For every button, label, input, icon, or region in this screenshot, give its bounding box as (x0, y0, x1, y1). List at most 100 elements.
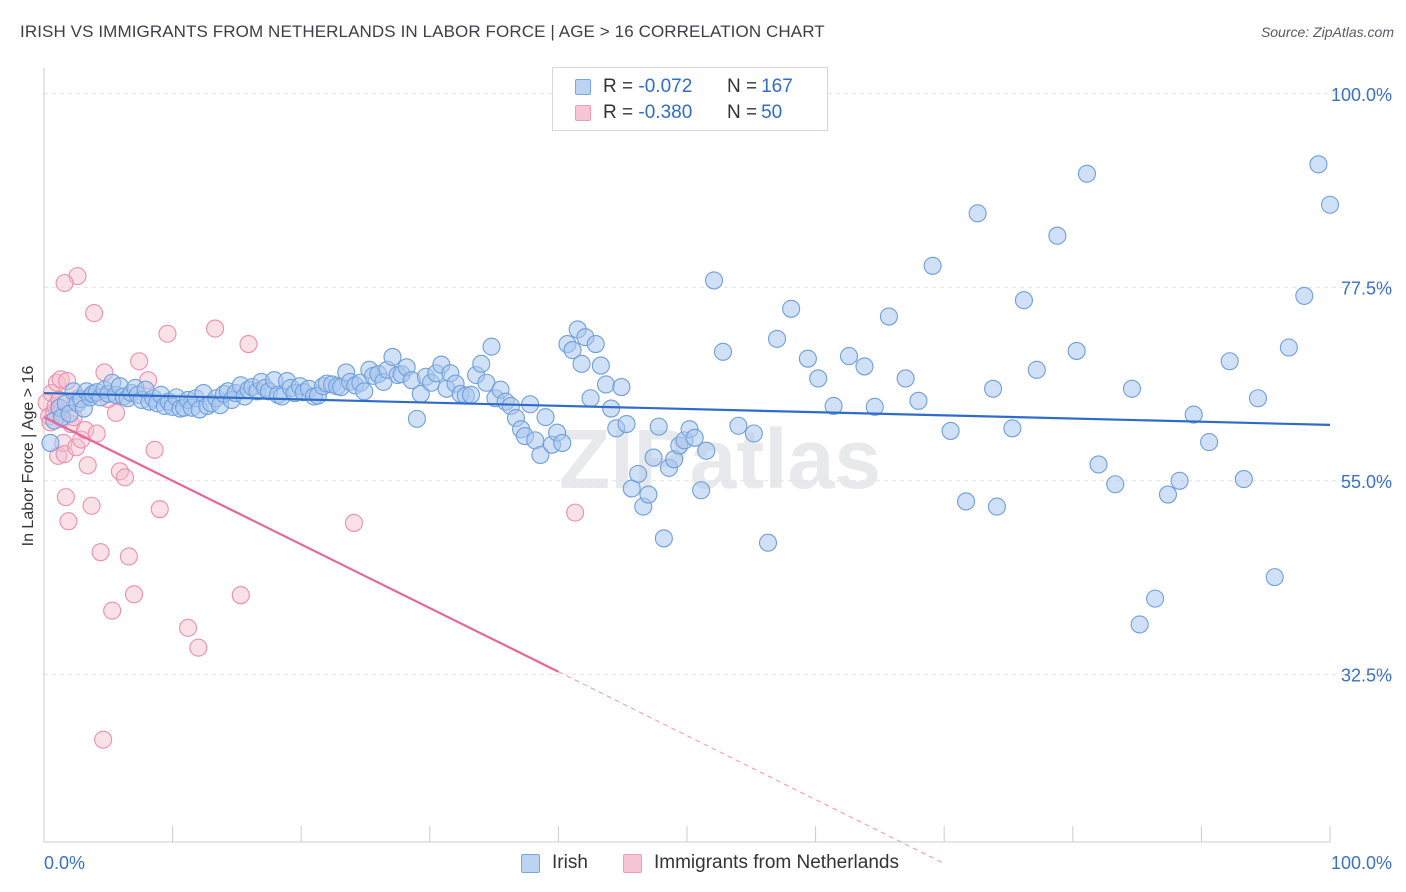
data-point-irish (758, 533, 778, 552)
y-tick-label: 32.5% (1341, 665, 1392, 685)
data-point-irish (1184, 405, 1203, 424)
data-point-irish (1077, 164, 1096, 183)
data-point-irish (482, 337, 501, 356)
legend-label-netherlands: Immigrants from Netherlands (654, 852, 899, 873)
source-label: Source: ZipAtlas.com (1260, 24, 1394, 40)
data-point-irish (1027, 360, 1046, 379)
data-point-irish (1158, 485, 1178, 504)
data-point-irish (1279, 338, 1298, 357)
data-point-irish (1130, 615, 1149, 634)
data-point-netherlands (51, 370, 70, 389)
data-point-netherlands (103, 601, 122, 620)
legend-row-netherlands: R = -0.380 N = 50 (575, 101, 782, 125)
data-point-irish (824, 396, 843, 416)
legend-n-label: N = (727, 102, 758, 123)
data-point-irish (968, 204, 987, 223)
series-netherlands (37, 267, 585, 749)
data-point-irish (713, 342, 733, 361)
data-point-irish (1146, 589, 1165, 608)
data-point-irish (941, 421, 960, 440)
data-point-irish (355, 382, 374, 401)
legend-item-netherlands: Immigrants from Netherlands (623, 852, 899, 874)
data-point-irish (685, 428, 704, 447)
data-point-irish (563, 341, 582, 360)
legend-n-label: N = (727, 76, 758, 97)
data-point-netherlands (231, 586, 250, 605)
data-point-irish (909, 391, 928, 410)
watermark-text: ZIPatlas (559, 412, 881, 506)
data-point-irish (531, 445, 550, 465)
legend-swatch-netherlands (575, 105, 591, 121)
trend-line-netherlands (43, 416, 559, 673)
data-point-irish (649, 417, 668, 436)
data-point-irish (612, 378, 631, 397)
data-point-irish (767, 329, 787, 348)
data-point-irish (1220, 352, 1239, 371)
y-tick-label: 77.5% (1341, 278, 1392, 298)
legend-row-irish: R = -0.072 N = 167 (575, 75, 793, 99)
data-point-irish (984, 379, 1003, 398)
trend-line-netherlands-extrapolated (558, 671, 945, 864)
legend-r-value: -0.380 (638, 102, 693, 123)
data-point-irish (617, 414, 636, 434)
y-tick-label: 55.0% (1341, 472, 1392, 492)
data-point-netherlands (150, 500, 169, 519)
legend-stats: R = -0.072 N = 167 R = -0.380 N = 50 (552, 67, 828, 131)
legend-r-value: -0.072 (638, 76, 693, 97)
data-point-irish (1106, 475, 1125, 494)
data-point-irish (1048, 226, 1067, 245)
data-point-irish (896, 369, 915, 388)
data-point-netherlands (566, 503, 585, 522)
data-point-netherlands (91, 543, 110, 562)
legend-swatch-irish (521, 853, 540, 873)
data-point-netherlands (178, 618, 198, 637)
legend-swatch-netherlands (623, 853, 642, 873)
data-point-netherlands (106, 403, 126, 422)
data-point-irish (1014, 291, 1033, 310)
data-point-irish (581, 389, 600, 408)
data-point-irish (782, 299, 801, 318)
data-point-irish (697, 441, 716, 460)
data-point-irish (1089, 455, 1108, 474)
trend-lines (43, 391, 1331, 864)
data-point-irish (798, 349, 817, 368)
data-point-irish (383, 347, 402, 367)
legend-swatch-irish (575, 79, 591, 95)
data-point-netherlands (130, 352, 149, 371)
data-point-irish (1265, 568, 1284, 587)
y-tick-label: 100.0% (1331, 85, 1392, 105)
data-point-irish (1295, 286, 1314, 305)
legend-label-irish: Irish (552, 852, 588, 873)
legend-item-irish: Irish (521, 852, 588, 874)
data-point-irish (879, 307, 898, 326)
data-point-irish (572, 354, 591, 373)
data-point-netherlands (119, 547, 138, 566)
data-point-netherlands (158, 324, 177, 343)
data-point-netherlands (56, 488, 75, 507)
data-point-netherlands (124, 585, 144, 604)
data-point-irish (744, 424, 763, 443)
data-point-netherlands (59, 512, 78, 531)
data-point-irish (1309, 155, 1328, 174)
data-point-netherlands (189, 638, 208, 657)
data-point-netherlands (78, 456, 97, 475)
data-point-irish (536, 408, 555, 427)
data-point-netherlands (115, 468, 135, 487)
x-tick-label: 0.0% (44, 853, 85, 873)
trend-line-irish (43, 391, 1331, 426)
data-point-irish (639, 485, 658, 504)
data-point-irish (586, 335, 605, 354)
data-point-irish (729, 416, 748, 435)
data-point-irish (629, 464, 648, 483)
data-point-netherlands (55, 273, 74, 293)
data-point-irish (1320, 195, 1340, 214)
data-point-irish (654, 529, 673, 548)
data-point-netherlands (239, 335, 258, 354)
y-axis-label: In Labor Force | Age > 16 (20, 365, 37, 547)
legend-r-label: R = (603, 102, 634, 123)
data-point-netherlands (82, 496, 101, 515)
watermark: ZIPatlas (559, 412, 881, 506)
data-point-irish (865, 397, 884, 416)
data-point-irish (1200, 433, 1219, 452)
data-point-irish (809, 369, 828, 388)
